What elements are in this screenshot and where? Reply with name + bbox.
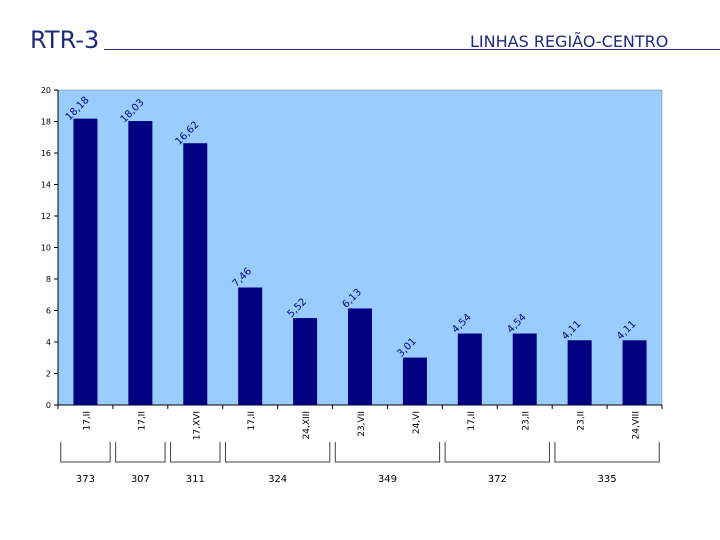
- group-bracket: [170, 442, 221, 463]
- x-tick-label: 23,VII: [357, 411, 367, 437]
- group-label: 373: [75, 474, 95, 485]
- y-tick-label: 14: [41, 181, 51, 190]
- x-tick-label: 17,II: [467, 411, 477, 431]
- y-tick-label: 2: [46, 370, 51, 379]
- y-tick-label: 4: [46, 338, 51, 347]
- y-tick-label: 20: [41, 86, 51, 95]
- group-label: 335: [597, 474, 617, 485]
- group-bracket: [554, 442, 660, 463]
- group-brackets: [60, 442, 660, 463]
- x-tick-label: 23,II: [522, 411, 532, 431]
- x-tick-label: 23,II: [577, 411, 587, 431]
- bar: [293, 318, 318, 405]
- y-tick-label: 8: [46, 275, 51, 284]
- group-bracket: [115, 442, 166, 463]
- group-bracket: [334, 442, 441, 463]
- group-label: 307: [130, 474, 150, 485]
- bars: [73, 118, 647, 406]
- bar: [512, 333, 537, 405]
- group-label: 324: [268, 474, 288, 485]
- y-tick-label: 18: [41, 118, 51, 127]
- group-bracket: [444, 442, 550, 463]
- page-title: RTR-3: [30, 26, 100, 54]
- x-tick-label: 24,VI: [412, 411, 422, 434]
- group-label: 349: [377, 474, 397, 485]
- bar: [238, 287, 263, 405]
- bar: [457, 333, 482, 405]
- bar: [128, 121, 153, 405]
- bar: [567, 340, 592, 405]
- bar: [73, 118, 98, 405]
- chart-subtitle: LINHAS REGIÃO-CENTRO: [470, 32, 669, 51]
- x-tick-label: 24,VIII: [632, 411, 642, 439]
- bar: [402, 357, 427, 405]
- bar: [183, 143, 208, 406]
- y-tick-label: 6: [46, 307, 51, 316]
- group-label: 311: [185, 474, 205, 485]
- group-bracket: [224, 442, 331, 463]
- x-tick-labels: 17,II 17,II 17,XVI 17,II 24,XIII 23,VII 24,VI 1…: [82, 411, 641, 440]
- x-tick-label: 24,XIII: [302, 411, 312, 439]
- x-tick-label: 17,II: [247, 411, 257, 431]
- bar: [348, 308, 372, 405]
- y-tick-label: 16: [41, 149, 51, 158]
- x-tick-label: 17,XVI: [192, 411, 202, 440]
- x-tick-label: 17,II: [82, 411, 92, 431]
- x-tick-label: 17,II: [137, 411, 147, 431]
- y-tick-label: 10: [41, 244, 51, 253]
- bar: [622, 340, 647, 405]
- y-axis: 0 2 4 6 8 10 12 14 16 18 20: [41, 86, 663, 410]
- y-tick-label: 12: [41, 212, 51, 221]
- y-tick-label: 0: [46, 401, 51, 410]
- group-bracket: [60, 442, 111, 463]
- group-label: 372: [487, 474, 507, 485]
- title-underline: [104, 49, 720, 50]
